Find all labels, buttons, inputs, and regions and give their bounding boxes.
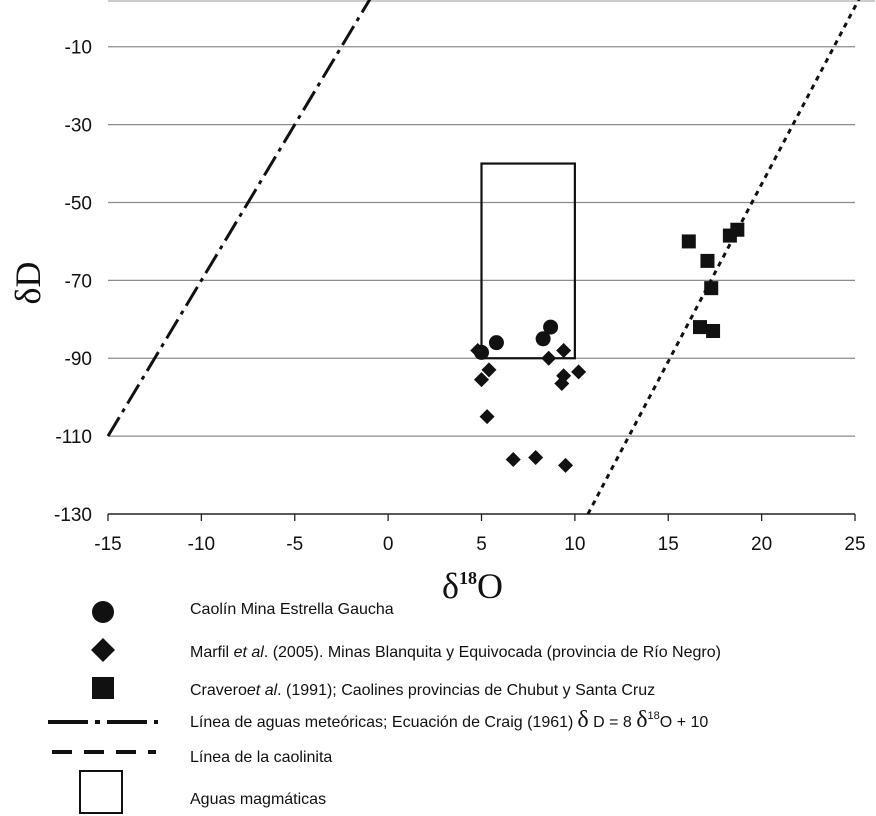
x-tick-label: 15: [658, 534, 679, 555]
tick-marks: [107, 514, 856, 521]
y-tick-label: -110: [55, 427, 92, 448]
legend-circle-label: Caolín Mina Estrella Gaucha: [190, 601, 394, 618]
square-point: [700, 253, 715, 268]
x-tick-label: -10: [188, 534, 215, 555]
data-points: [470, 222, 745, 473]
legend-magmatic-label: Aguas magmáticas: [190, 791, 326, 808]
diamond-point: [479, 409, 495, 425]
circle-point: [535, 331, 551, 347]
legend-diamond-label-b: et al: [234, 644, 265, 661]
reference-lines: [106, 0, 861, 515]
square-point: [706, 323, 721, 338]
x-axis-title-tail: O: [477, 566, 503, 606]
diamond-point: [470, 342, 486, 358]
y-tick-label: -10: [65, 38, 92, 59]
square-point: [730, 222, 745, 237]
diamond-point: [571, 364, 587, 380]
y-tick-label: -90: [65, 349, 92, 370]
y-tick-label: -70: [65, 271, 92, 292]
legend-meteoric-eq-2: O + 10: [660, 714, 709, 731]
meteoric-water-line: [106, 0, 372, 437]
tick-labels: -10-30-50-70-90-110-130-15 -10 -5 0 5 10 15 20 2…: [54, 38, 866, 555]
x-axis-title-delta: δ: [442, 566, 459, 606]
x-tick-label: 25: [844, 534, 865, 555]
legend-meteoric-sup: 18: [648, 710, 660, 722]
square-point: [692, 320, 707, 335]
x-tick-label: 20: [751, 534, 772, 555]
legend-square-label-c: . (1991); Caolines provincias de Chubut …: [277, 682, 655, 699]
y-tick-label: -50: [65, 193, 92, 214]
x-tick-label: 5: [476, 534, 487, 555]
y-axis-title: δD: [8, 262, 48, 305]
diamond-point: [474, 372, 489, 388]
x-tick-label: -15: [94, 534, 121, 555]
square-point: [681, 234, 696, 249]
legend-meteoric-label: Línea de aguas meteóricas; Ecuación de C…: [190, 707, 708, 733]
x-tick-label: 10: [564, 534, 585, 555]
x-axis-title-sup: 18: [459, 568, 477, 588]
legend-meteoric-delta-2: δ: [636, 707, 647, 733]
magmatic-water-rect: [480, 162, 576, 360]
legend-diamond-label-a: Marfil: [190, 644, 234, 661]
legend-square-label: Craveroet al. (1991); Caolines provincia…: [190, 682, 655, 699]
diamond-point: [558, 457, 574, 473]
diamond-point: [505, 451, 521, 467]
diamond-point: [556, 342, 572, 358]
legend: Caolín Mina Estrella Gaucha Marfil et al…: [48, 601, 721, 814]
x-tick-label: 0: [383, 534, 394, 555]
kaolinite-line: [586, 0, 861, 515]
diamond-point: [528, 450, 544, 466]
gridlines: [108, 0, 875, 515]
legend-square-label-b: et al: [247, 682, 278, 699]
legend-meteoric-text: Línea de aguas meteóricas; Ecuación de C…: [190, 714, 573, 731]
x-tick-label: -5: [286, 534, 303, 555]
circle-point: [488, 335, 504, 351]
legend-box-sample: [79, 770, 123, 814]
magmatic-water-box: [480, 162, 576, 360]
diamond-point: [481, 362, 497, 378]
legend-diamond-label-c: . (2005). Minas Blanquita y Equivocada (…: [264, 644, 721, 661]
legend-diamond-label: Marfil et al. (2005). Minas Blanquita y …: [190, 644, 721, 661]
legend-square-marker: [92, 677, 114, 699]
legend-meteoric-eq-1: D = 8: [589, 714, 637, 731]
legend-square-label-a: Cravero: [190, 682, 247, 699]
legend-diamond-marker: [91, 638, 115, 662]
y-tick-label: -30: [65, 116, 92, 137]
x-axis-title: δ18O: [442, 566, 503, 606]
y-tick-label: -130: [54, 505, 92, 526]
square-point: [704, 281, 719, 296]
diamond-point: [554, 376, 570, 392]
legend-kaolinite-label: Línea de la caolinita: [190, 749, 332, 766]
legend-meteoric-delta-1: δ: [577, 707, 588, 733]
legend-circle-marker: [92, 601, 114, 623]
circle-point: [543, 319, 559, 335]
diamond-point: [541, 350, 557, 366]
